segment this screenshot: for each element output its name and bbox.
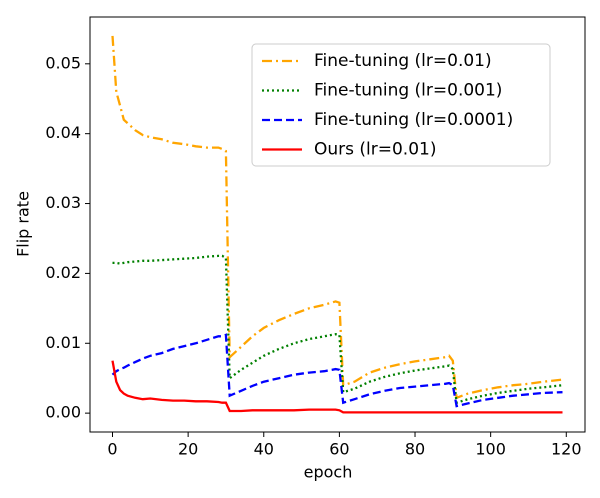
series-line [112, 254, 563, 405]
x-tick-label: 40 [254, 440, 274, 459]
series-line [111, 35, 563, 400]
series-line [111, 360, 563, 414]
x-tick-label: 100 [475, 440, 506, 459]
legend-box [251, 43, 551, 167]
y-axis-label: Flip rate [14, 191, 33, 257]
y-tick-label: 0.04 [45, 123, 81, 142]
legend-label: Fine-tuning (lr=0.01) [314, 51, 492, 71]
y-tick-label: 0.01 [45, 333, 81, 352]
y-tick-label: 0.00 [45, 403, 81, 422]
y-tick-label: 0.02 [45, 263, 81, 282]
legend-label: Fine-tuning (lr=0.001) [314, 81, 502, 101]
y-tick-label: 0.05 [45, 53, 81, 72]
x-tick-label: 80 [405, 440, 425, 459]
x-tick-label: 20 [178, 440, 198, 459]
x-tick-label: 0 [107, 440, 117, 459]
y-tick-label: 0.03 [45, 193, 81, 212]
x-axis-label: epoch [304, 463, 353, 482]
x-tick-label: 60 [329, 440, 349, 459]
legend-label: Ours (lr=0.01) [314, 140, 436, 160]
legend-label: Fine-tuning (lr=0.0001) [314, 110, 513, 130]
plot-frame [89, 16, 586, 433]
x-tick-label: 120 [551, 440, 582, 459]
series-line [111, 333, 563, 408]
